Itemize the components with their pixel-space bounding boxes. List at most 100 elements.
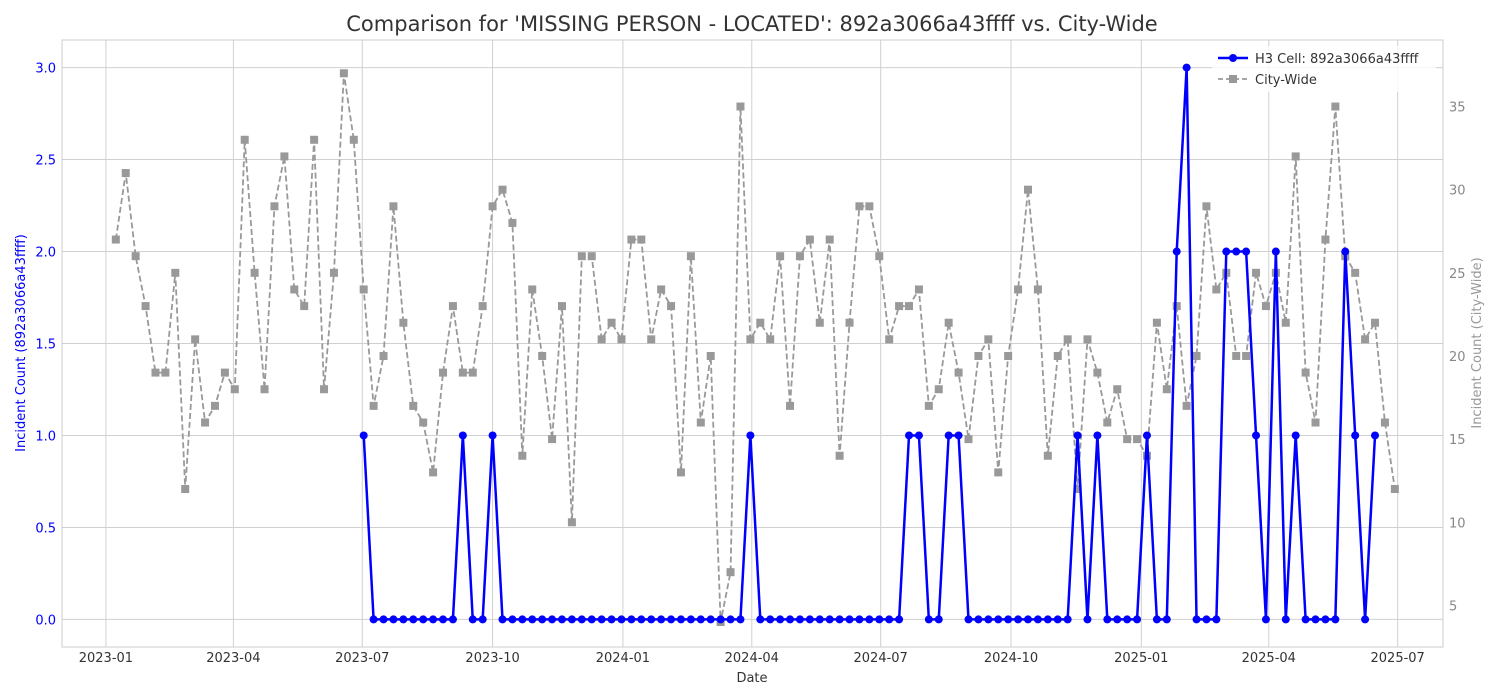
- city-wide-point: [1192, 351, 1201, 360]
- y-right-tick-label: 5: [1449, 599, 1457, 614]
- h3-cell-point: [1113, 615, 1122, 624]
- city-wide-point: [528, 285, 537, 294]
- h3-cell-point: [944, 431, 953, 440]
- h3-cell-point: [468, 615, 477, 624]
- city-wide-point: [1371, 318, 1380, 327]
- h3-cell-point: [835, 615, 844, 624]
- h3-cell-point: [1103, 615, 1112, 624]
- h3-cell-point: [1152, 615, 1161, 624]
- city-wide-point: [1043, 451, 1052, 460]
- city-wide-point: [389, 202, 398, 211]
- city-wide-point: [1093, 368, 1102, 377]
- h3-cell-point: [736, 615, 745, 624]
- city-wide-point: [270, 202, 279, 211]
- h3-cell-point: [984, 615, 993, 624]
- y-left-tick-label: 1.0: [35, 429, 56, 444]
- city-wide-point: [567, 518, 576, 527]
- city-wide-point: [994, 468, 1003, 477]
- h3-cell-point: [726, 615, 735, 624]
- legend: H3 Cell: 892a3066a43ffff City-Wide: [1212, 46, 1436, 92]
- city-wide-point: [1083, 335, 1092, 344]
- city-wide-point: [647, 335, 656, 344]
- city-wide-point: [1162, 385, 1171, 394]
- h3-cell-point: [478, 615, 487, 624]
- city-wide-point: [587, 252, 596, 261]
- legend-box: [1212, 46, 1436, 92]
- x-tick-label: 2025-01: [1114, 651, 1168, 666]
- h3-cell-point: [1291, 431, 1300, 440]
- city-wide-point: [1063, 335, 1072, 344]
- h3-cell-point: [409, 615, 418, 624]
- city-wide-point: [1023, 185, 1032, 194]
- h3-cell-point: [538, 615, 547, 624]
- y-left-tick-label: 2.0: [35, 246, 56, 261]
- city-wide-point: [1281, 318, 1290, 327]
- h3-cell-point: [518, 615, 527, 624]
- h3-cell-point: [1351, 431, 1360, 440]
- h3-cell-point: [706, 615, 715, 624]
- city-wide-point: [1331, 102, 1340, 111]
- y-axis-label-right: Incident Count (City-Wide): [1470, 257, 1485, 428]
- city-wide-point: [795, 252, 804, 261]
- x-tick-label: 2025-04: [1242, 651, 1296, 666]
- city-wide-point: [607, 318, 616, 327]
- h3-cell-point: [597, 615, 606, 624]
- city-wide-point: [1212, 285, 1221, 294]
- y-right-tick-label: 25: [1449, 267, 1466, 282]
- city-wide-point: [538, 351, 547, 360]
- h3-cell-point: [1331, 615, 1340, 624]
- city-wide-point: [488, 202, 497, 211]
- h3-cell-point: [815, 615, 824, 624]
- h3-cell-point: [528, 615, 537, 624]
- h3-cell-point: [676, 615, 685, 624]
- city-wide-point: [1390, 485, 1399, 494]
- city-wide-point: [1113, 385, 1122, 394]
- x-tick-label: 2024-04: [725, 651, 779, 666]
- h3-cell-point: [756, 615, 765, 624]
- city-wide-point: [290, 285, 299, 294]
- city-wide-point: [875, 252, 884, 261]
- h3-cell-point: [1371, 431, 1380, 440]
- h3-cell-point: [974, 615, 983, 624]
- h3-cell-point: [627, 615, 636, 624]
- h3-cell-point: [1321, 615, 1330, 624]
- h3-cell-point: [776, 615, 785, 624]
- city-wide-point: [1014, 285, 1023, 294]
- city-wide-point: [954, 368, 963, 377]
- city-wide-point: [1053, 351, 1062, 360]
- city-wide-point: [577, 252, 586, 261]
- h3-cell-point: [1222, 247, 1231, 256]
- city-wide-point: [310, 135, 319, 144]
- city-wide-point: [260, 385, 269, 394]
- h3-cell-point: [1311, 615, 1320, 624]
- y-right-tick-label: 10: [1449, 516, 1466, 531]
- h3-cell-point: [786, 615, 795, 624]
- city-wide-point: [478, 302, 487, 311]
- h3-cell-point: [924, 615, 933, 624]
- h3-cell-point: [1232, 247, 1241, 256]
- city-wide-point: [1291, 152, 1300, 161]
- h3-cell-point: [1123, 615, 1132, 624]
- city-wide-point: [191, 335, 200, 344]
- city-wide-point: [131, 252, 140, 261]
- h3-cell-point: [875, 615, 884, 624]
- h3-cell-point: [587, 615, 596, 624]
- city-wide-point: [637, 235, 646, 244]
- y-left-tick-label: 0.5: [35, 521, 56, 536]
- h3-cell-point: [667, 615, 676, 624]
- h3-cell-point: [746, 431, 755, 440]
- h3-cell-point: [1261, 615, 1270, 624]
- y-right-tick-label: 35: [1449, 101, 1466, 116]
- city-wide-point: [1033, 285, 1042, 294]
- city-wide-point: [548, 435, 557, 444]
- h3-cell-point: [1172, 247, 1181, 256]
- x-axis-label: Date: [736, 671, 767, 686]
- h3-cell-point: [1341, 247, 1350, 256]
- h3-cell-point: [657, 615, 666, 624]
- city-wide-point: [468, 368, 477, 377]
- city-wide-point: [220, 368, 229, 377]
- city-wide-point: [300, 302, 309, 311]
- city-wide-point: [676, 468, 685, 477]
- city-wide-point: [805, 235, 814, 244]
- city-wide-point: [736, 102, 745, 111]
